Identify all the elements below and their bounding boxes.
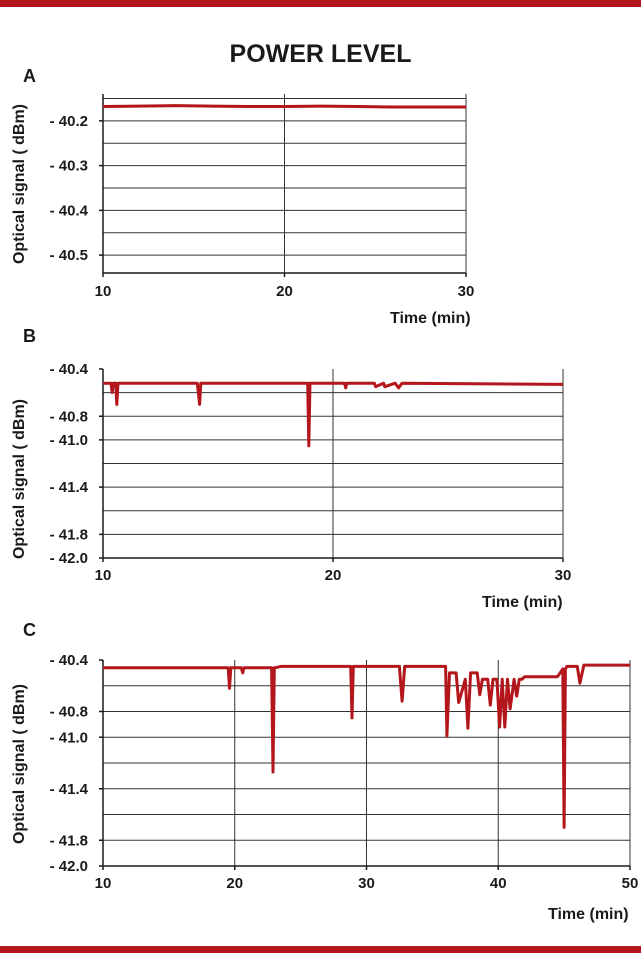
x-tick-label-b-1: 20 xyxy=(325,567,342,584)
panel-label-b: B xyxy=(23,326,36,346)
y-tick-label-b-3: - 41.4 xyxy=(50,479,89,496)
panel-label-c: C xyxy=(23,620,36,640)
y-tick-label-c-4: - 41.8 xyxy=(50,832,88,849)
x-axis-label-a: Time (min) xyxy=(390,310,471,327)
y-tick-label-a-1: - 40.3 xyxy=(50,158,88,175)
x-tick-label-a-0: 10 xyxy=(95,283,112,300)
y-tick-label-c-2: - 41.0 xyxy=(50,729,88,746)
x-tick-label-c-0: 10 xyxy=(95,875,112,892)
series-line-c-0 xyxy=(103,663,630,829)
bottom-border-bar xyxy=(0,946,641,953)
x-tick-label-b-0: 10 xyxy=(95,567,112,584)
y-tick-label-b-2: - 41.0 xyxy=(50,432,88,449)
x-axis-label-b: Time (min) xyxy=(482,594,563,611)
x-tick-label-c-3: 40 xyxy=(490,875,507,892)
x-tick-label-c-1: 20 xyxy=(226,875,243,892)
x-tick-label-a-1: 20 xyxy=(276,283,293,300)
y-tick-label-a-0: - 40.2 xyxy=(50,113,88,130)
y-tick-label-c-0: - 40.4 xyxy=(50,652,89,669)
y-tick-label-b-4: - 41.8 xyxy=(50,526,88,543)
panel-label-a: A xyxy=(23,66,36,86)
x-tick-label-c-2: 30 xyxy=(358,875,375,892)
y-tick-label-b-0: - 40.4 xyxy=(50,361,89,378)
y-tick-label-c-5: - 42.0 xyxy=(50,858,88,875)
y-tick-label-c-3: - 41.4 xyxy=(50,781,89,798)
x-tick-label-a-2: 30 xyxy=(458,283,475,300)
y-tick-label-a-2: - 40.4 xyxy=(50,202,89,219)
x-tick-label-b-2: 30 xyxy=(555,567,572,584)
y-tick-label-b-5: - 42.0 xyxy=(50,550,88,567)
page-title: POWER LEVEL xyxy=(229,40,412,68)
x-axis-label-c: Time (min) xyxy=(548,906,629,923)
y-tick-label-a-3: - 40.5 xyxy=(50,247,88,264)
series-line-a-0 xyxy=(102,104,466,109)
y-tick-label-b-1: - 40.8 xyxy=(50,408,88,425)
x-tick-label-c-4: 50 xyxy=(622,875,639,892)
y-tick-label-c-1: - 40.8 xyxy=(50,704,88,721)
top-border-bar xyxy=(0,0,641,7)
series-line-b-0 xyxy=(103,381,564,448)
